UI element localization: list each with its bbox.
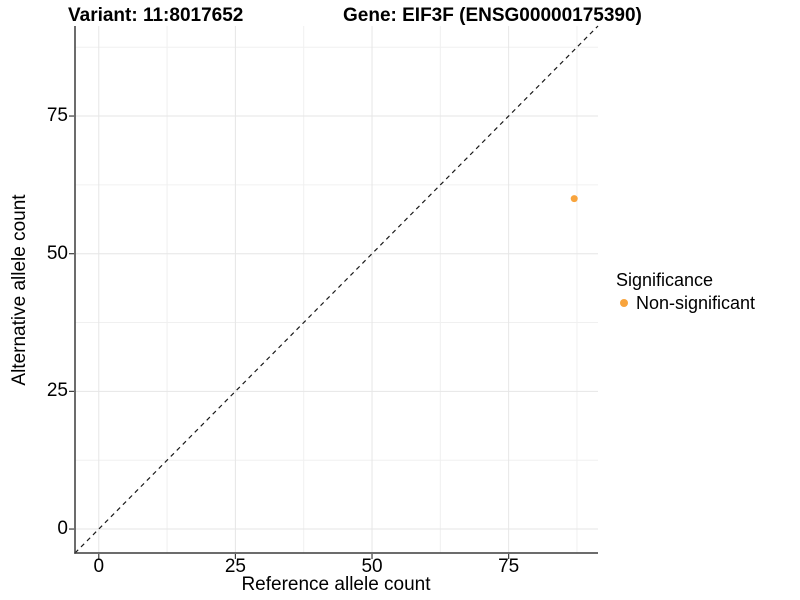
- x-tick-label: 75: [498, 556, 520, 577]
- legend: Significance Non-significant: [615, 270, 755, 313]
- identity-dashed-line: [74, 25, 599, 554]
- x-tick-label: 0: [93, 556, 105, 577]
- legend-point-icon: [619, 299, 628, 307]
- data-point: [570, 195, 578, 203]
- plot-title-gene: Gene: EIF3F (ENSG00000175390): [343, 5, 642, 26]
- x-axis-title: Reference allele count: [241, 574, 431, 595]
- x-tick-label: 25: [224, 556, 246, 577]
- legend-entry-label: Non-significant: [636, 292, 756, 313]
- legend-entry: Non-significant: [615, 293, 755, 313]
- legend-key: [615, 295, 632, 312]
- plot-title-variant: Variant: 11:8017652: [68, 5, 244, 26]
- y-tick-label: 0: [57, 518, 68, 540]
- y-tick-label: 50: [46, 242, 68, 264]
- y-tick-label: 75: [46, 105, 68, 127]
- plot-panel: [69, 25, 599, 559]
- legend-title: Significance: [616, 270, 714, 290]
- x-tick-label: 50: [361, 556, 383, 577]
- y-axis-title: Alternative allele count: [9, 194, 30, 386]
- y-tick-label: 25: [46, 380, 68, 402]
